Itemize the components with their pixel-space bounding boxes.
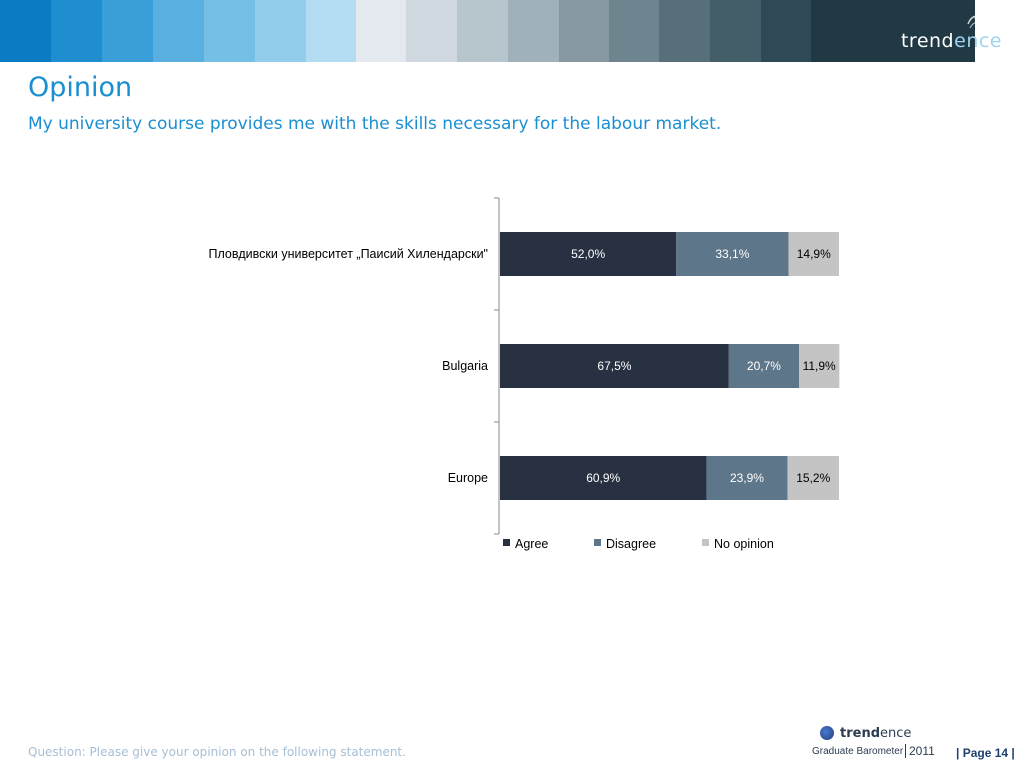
page-title: Opinion (28, 72, 133, 103)
globe-icon (820, 726, 834, 740)
footer-question: Question: Please give your opinion on th… (28, 745, 406, 759)
header-color-strip (710, 0, 761, 62)
legend-label: No opinion (714, 537, 774, 551)
data-label: 15,2% (796, 471, 830, 485)
category-label: Bulgaria (442, 359, 488, 373)
header-color-strip (761, 0, 811, 62)
brand-logo-main: trend (900, 30, 955, 52)
data-label: 14,9% (797, 247, 831, 261)
bar-segment-disagree (706, 456, 788, 500)
header-color-strip (51, 0, 102, 62)
bar-segment-agree (500, 232, 677, 276)
header-color-strip (559, 0, 609, 62)
data-label: 60,9% (586, 471, 620, 485)
bar-segment-disagree (676, 232, 789, 276)
brand-mark-icon (967, 15, 985, 29)
header-color-strip (306, 0, 356, 62)
data-label: 67,5% (597, 359, 631, 373)
data-label: 52,0% (571, 247, 605, 261)
bar-segment-agree (500, 344, 729, 388)
legend-swatch (503, 539, 510, 546)
bar-segment-disagree (728, 344, 799, 388)
brand-logo-accent: ence (954, 30, 1002, 52)
bar-segment-agree (500, 456, 707, 500)
header-color-strip (102, 0, 153, 62)
legend-swatch (594, 539, 601, 546)
brand-logo: trendence (901, 30, 1002, 52)
footer-logo-name: trendence (840, 726, 911, 741)
footer-logo-name-bold: trend (840, 726, 881, 741)
category-label: Пловдивски университет „Паисий Хилендарс… (209, 247, 489, 261)
data-label: 23,9% (730, 471, 764, 485)
page-number: | Page 14 | (956, 746, 1015, 760)
data-label: 20,7% (747, 359, 781, 373)
page-subtitle: My university course provides me with th… (28, 114, 722, 134)
bar-segment-no-opinion (787, 456, 839, 500)
legend-label: Disagree (606, 537, 656, 551)
footer-logo-name-light: ence (880, 726, 912, 741)
category-label: Europe (448, 471, 488, 485)
header-color-strip (659, 0, 710, 62)
header-color-strip (255, 0, 306, 62)
header-band (0, 0, 1024, 62)
data-label: 11,9% (803, 359, 836, 373)
header-color-strip (609, 0, 659, 62)
header-color-strip (153, 0, 204, 62)
legend-label: Agree (515, 537, 548, 551)
footer-logo-subtitle: Graduate Barometer (812, 746, 904, 757)
bar-segment-no-opinion (798, 344, 840, 388)
header-color-strip (0, 0, 51, 62)
header-color-strip (457, 0, 508, 62)
legend-swatch (702, 539, 709, 546)
footer-logo: trendence Graduate Barometer 2011 (810, 722, 950, 762)
data-label: 33,1% (715, 247, 749, 261)
bar-segment-no-opinion (788, 232, 839, 276)
header-color-strip (508, 0, 559, 62)
header-color-strip (204, 0, 255, 62)
header-color-strip (356, 0, 406, 62)
footer-logo-year: 2011 (905, 744, 935, 758)
header-color-strip (811, 0, 975, 62)
header-color-strip (406, 0, 457, 62)
